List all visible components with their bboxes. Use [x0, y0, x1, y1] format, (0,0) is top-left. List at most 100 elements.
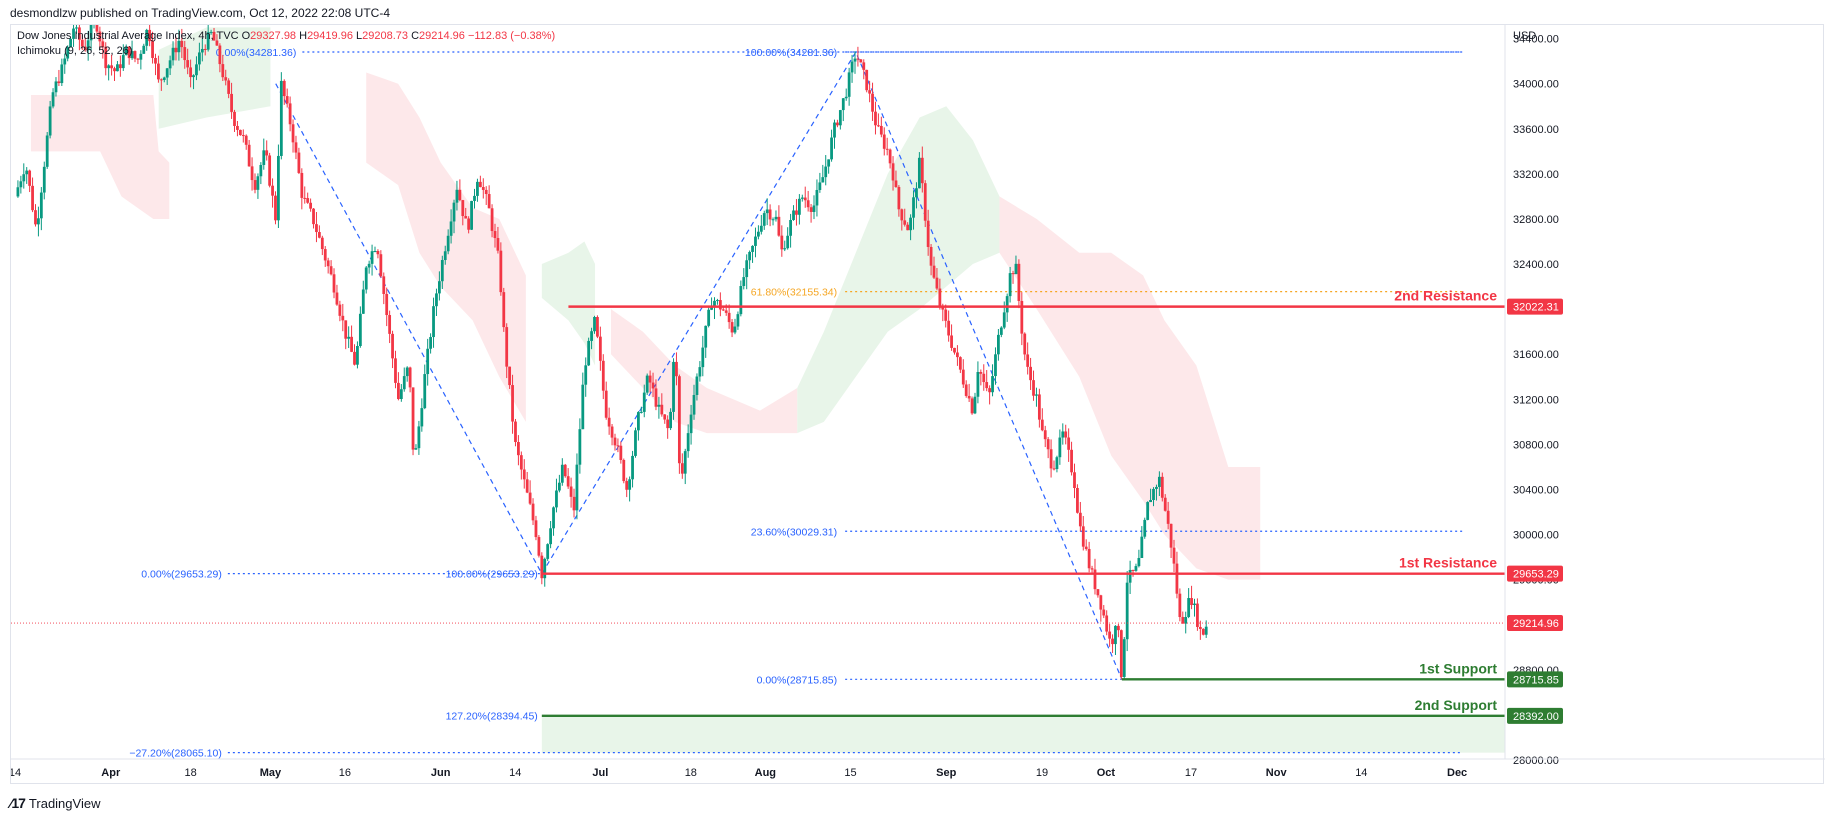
- candle-body-345: [1026, 354, 1030, 367]
- candle-body-58: [186, 60, 190, 68]
- publisher-header: desmondlzw published on TradingView.com,…: [10, 6, 390, 20]
- candle-body-214: [642, 392, 646, 412]
- candle-body-303: [903, 220, 907, 225]
- candle-body-234: [701, 347, 705, 368]
- candle-body-170: [514, 421, 517, 443]
- candle-body-140: [426, 348, 430, 375]
- candle-body-84: [262, 150, 266, 165]
- candle-body-101: [312, 208, 315, 225]
- price-chart[interactable]: 0.00%(34281.36) 100.00%(34281.36) 61.80%(3…: [11, 25, 1825, 785]
- candle-body-217: [651, 382, 655, 389]
- candle-body-320: [953, 347, 956, 353]
- candle-body-142: [432, 306, 435, 338]
- candle-body-15: [60, 64, 64, 84]
- candle-body-40: [133, 51, 137, 59]
- candle-body-65: [206, 32, 210, 50]
- candle-body-306: [912, 197, 915, 218]
- candle-body-256: [765, 209, 769, 214]
- candle-body-293: [874, 111, 877, 126]
- fib-label-7: 127.20%(28394.45): [446, 711, 538, 723]
- candle-body-63: [200, 48, 204, 53]
- fib-label-3: 23.60%(30029.31): [751, 526, 837, 538]
- candle-body-128: [391, 333, 394, 359]
- legend-part-2: 29327.98: [250, 30, 299, 42]
- candle-body-153: [464, 216, 468, 219]
- candle-body-337: [1002, 312, 1006, 328]
- candle-body-397: [1178, 593, 1182, 618]
- candle-body-349: [1037, 394, 1041, 420]
- candle-body-89: [277, 155, 280, 221]
- legend-part-7: C: [411, 30, 419, 42]
- candle-body-4: [28, 170, 32, 186]
- candle-body-41: [136, 58, 140, 60]
- level-name-3: 2nd Support: [1415, 697, 1498, 713]
- candle-body-252: [754, 236, 757, 246]
- candle-body-223: [669, 411, 672, 429]
- candle-body-34: [116, 64, 119, 72]
- candle-body-161: [487, 194, 491, 209]
- legend-part-8: 29214.96: [419, 30, 468, 42]
- candle-body-95: [294, 142, 298, 153]
- candle-body-379: [1125, 582, 1129, 640]
- candle-body-146: [443, 251, 447, 261]
- cloud-segment-5: [797, 106, 1000, 434]
- candle-body-10: [45, 135, 49, 167]
- candle-body-244: [730, 322, 734, 333]
- price-tag-1: 32022.31: [1513, 302, 1559, 314]
- candle-body-29: [101, 41, 105, 47]
- candle-body-110: [338, 304, 342, 316]
- candle-body-331: [985, 382, 989, 389]
- candle-body-394: [1169, 523, 1173, 548]
- chart-frame[interactable]: 0.00%(34281.36) 100.00%(34281.36) 61.80%(3…: [10, 24, 1825, 785]
- x-tick-6: 14: [509, 767, 521, 779]
- candle-body-212: [637, 412, 640, 431]
- price-tag-bg-0: [1507, 615, 1563, 632]
- candle-body-49: [159, 79, 163, 81]
- candle-body-358: [1064, 431, 1068, 438]
- candle-body-51: [165, 68, 169, 78]
- x-tick-1: Apr: [101, 767, 121, 779]
- y-tick-8: 31200.00: [1513, 394, 1559, 406]
- candle-body-64: [203, 48, 207, 50]
- candle-body-149: [452, 202, 456, 222]
- candle-body-257: [768, 209, 772, 220]
- candle-body-178: [537, 537, 541, 556]
- candle-body-369: [1096, 589, 1100, 596]
- candle-body-136: [414, 448, 418, 450]
- candle-body-173: [522, 469, 526, 480]
- candle-body-220: [660, 404, 664, 415]
- candle-body-188: [566, 476, 570, 487]
- candle-body-48: [157, 63, 160, 80]
- level-name-1: 1st Resistance: [1399, 555, 1497, 571]
- candle-body-141: [429, 337, 433, 349]
- candle-body-237: [710, 307, 713, 310]
- candle-body-327: [973, 396, 977, 414]
- candle-body-6: [34, 210, 37, 225]
- candle-body-232: [695, 376, 699, 395]
- candle-body-116: [356, 345, 359, 365]
- candle-body-83: [259, 164, 263, 177]
- candle-body-307: [915, 188, 918, 198]
- candle-body-402: [1193, 603, 1196, 606]
- candle-body-167: [505, 327, 509, 367]
- candle-body-66: [209, 31, 213, 33]
- tradingview-logo-text: TradingView: [28, 795, 101, 811]
- candle-body-175: [528, 492, 532, 504]
- candle-body-147: [446, 235, 450, 252]
- candle-body-352: [1046, 439, 1050, 450]
- tradingview-logo[interactable]: ⁄17 TradingView: [10, 795, 100, 811]
- candle-body-208: [625, 481, 629, 490]
- candle-body-340: [1011, 273, 1015, 275]
- candle-body-191: [575, 464, 579, 511]
- candle-body-380: [1128, 569, 1132, 583]
- candle-body-215: [645, 375, 649, 393]
- candle-body-294: [877, 125, 880, 127]
- candle-body-403: [1196, 603, 1199, 627]
- candle-body-185: [557, 482, 561, 491]
- candle-body-378: [1122, 639, 1126, 677]
- x-tick-3: May: [260, 767, 282, 779]
- candle-body-288: [859, 59, 863, 63]
- candle-body-248: [742, 277, 746, 287]
- candle-body-37: [124, 46, 128, 56]
- candle-body-304: [906, 224, 910, 231]
